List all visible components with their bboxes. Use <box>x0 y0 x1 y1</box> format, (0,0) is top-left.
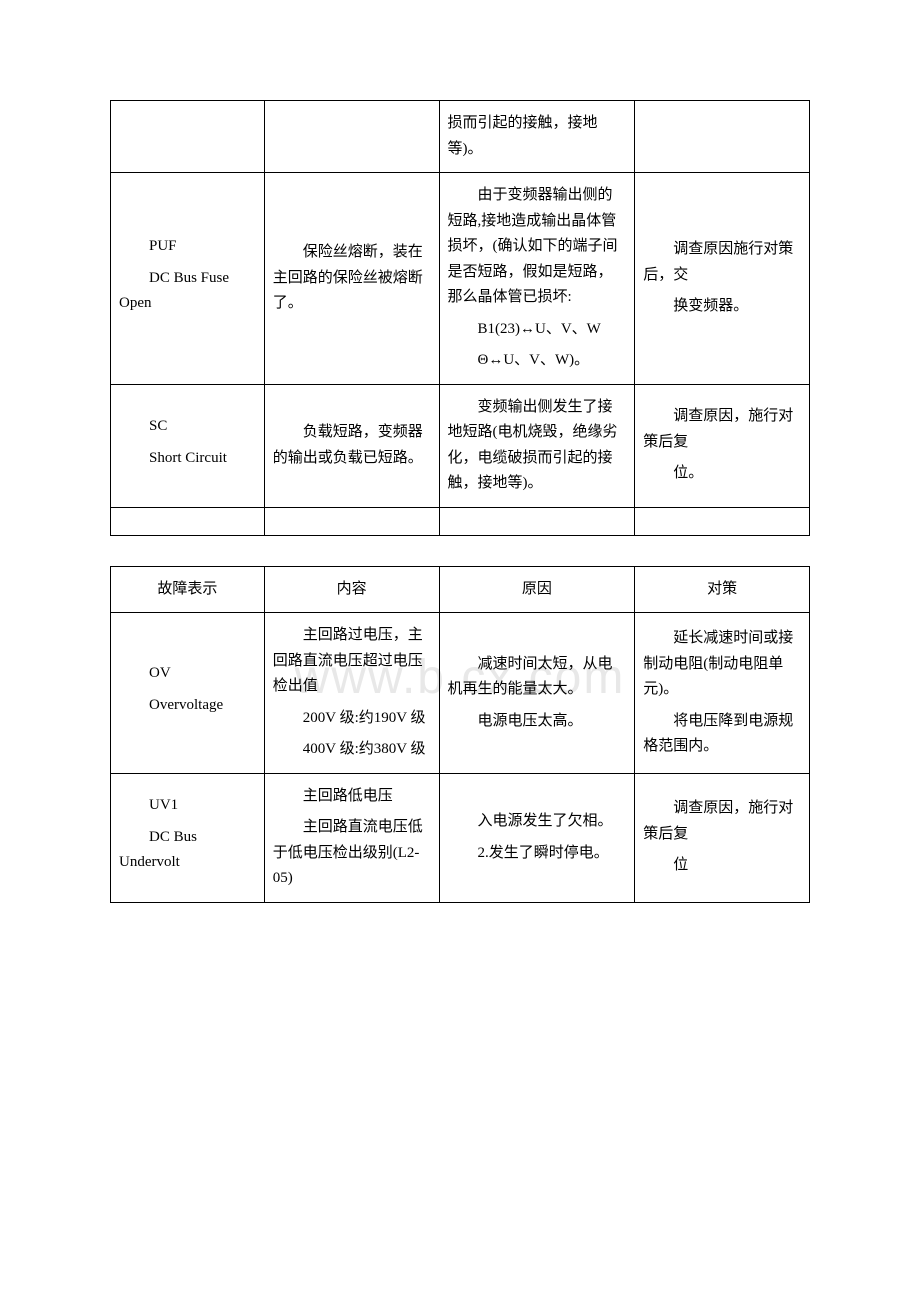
cell-fault-code: SC Short Circuit <box>111 384 265 507</box>
content-text: 主回路直流电压低于低电压检出级别(L2-05) <box>273 815 431 892</box>
cell-solution: 调查原因，施行对策后复 位。 <box>635 384 810 507</box>
solution-text: 延长减速时间或接制动电阻(制动电阻单元)。 <box>643 626 801 703</box>
cell-fault-code: OV Overvoltage <box>111 613 265 774</box>
cause-text: 2.发生了瞬时停电。 <box>448 841 627 867</box>
cell-content: 负载短路，变频器的输出或负载已短路。 <box>264 384 439 507</box>
cell-empty <box>635 507 810 535</box>
cell-solution: 调查原因施行对策后，交 换变频器。 <box>635 173 810 385</box>
content-text: 保险丝熔断，装在主回路的保险丝被熔断了。 <box>273 240 431 317</box>
cell-empty <box>439 507 635 535</box>
table-header-row: 故障表示 内容 原因 对策 <box>111 566 810 613</box>
cause-text: 变频输出侧发生了接地短路(电机烧毁，绝缘劣化，电缆破损而引起的接触，接地等)。 <box>448 395 627 497</box>
cell-cause: 损而引起的接触，接地等)。 <box>439 101 635 173</box>
solution-text: 将电压降到电源规格范围内。 <box>643 709 801 760</box>
cell-cause: 由于变频器输出侧的短路,接地造成输出晶体管损坏，(确认如下的端子间是否短路，假如… <box>439 173 635 385</box>
solution-text: 调查原因，施行对策后复 <box>643 796 801 847</box>
cause-text: B1(23)↔U、V、W <box>448 317 627 343</box>
header-solution: 对策 <box>635 566 810 613</box>
fault-code-desc: DC Bus Fuse Open <box>119 266 256 317</box>
table-row: 损而引起的接触，接地等)。 <box>111 101 810 173</box>
cell-content: 主回路过电压，主回路直流电压超过电压检出值 200V 级:约190V 级 400… <box>264 613 439 774</box>
fault-code-desc: Overvoltage <box>119 693 256 719</box>
fault-code-label: UV1 <box>119 793 256 819</box>
solution-text: 调查原因，施行对策后复 <box>643 404 801 455</box>
solution-text: 调查原因施行对策后，交 <box>643 237 801 288</box>
content-text: 400V 级:约380V 级 <box>273 737 431 763</box>
solution-text: 位。 <box>643 461 801 487</box>
solution-text: 位 <box>643 853 801 879</box>
cell-empty <box>264 507 439 535</box>
content-text: 负载短路，变频器的输出或负载已短路。 <box>273 420 431 471</box>
cell-cause: 减速时间太短，从电机再生的能量太大。 电源电压太高。 <box>439 613 635 774</box>
cell-fault-code: PUF DC Bus Fuse Open <box>111 173 265 385</box>
table-row: UV1 DC Bus Undervolt 主回路低电压 主回路直流电压低于低电压… <box>111 773 810 902</box>
cause-text: 减速时间太短，从电机再生的能量太大。 <box>448 652 627 703</box>
solution-text: 换变频器。 <box>643 294 801 320</box>
fault-table-2: 故障表示 内容 原因 对策 OV Overvoltage 主回路过电压，主回路直… <box>110 566 810 903</box>
table-row: PUF DC Bus Fuse Open 保险丝熔断，装在主回路的保险丝被熔断了… <box>111 173 810 385</box>
cell-solution: 延长减速时间或接制动电阻(制动电阻单元)。 将电压降到电源规格范围内。 <box>635 613 810 774</box>
table-row: OV Overvoltage 主回路过电压，主回路直流电压超过电压检出值 200… <box>111 613 810 774</box>
cell-content <box>264 101 439 173</box>
header-content: 内容 <box>264 566 439 613</box>
cause-text: 由于变频器输出侧的短路,接地造成输出晶体管损坏，(确认如下的端子间是否短路，假如… <box>448 183 627 311</box>
fault-code-label: SC <box>119 414 256 440</box>
content-text: 主回路过电压，主回路直流电压超过电压检出值 <box>273 623 431 700</box>
fault-table-1: 损而引起的接触，接地等)。 PUF DC Bus Fuse Open 保险丝熔断… <box>110 100 810 536</box>
fault-code-label: PUF <box>119 234 256 260</box>
cell-content: 主回路低电压 主回路直流电压低于低电压检出级别(L2-05) <box>264 773 439 902</box>
cell-content: 保险丝熔断，装在主回路的保险丝被熔断了。 <box>264 173 439 385</box>
table-row: SC Short Circuit 负载短路，变频器的输出或负载已短路。 变频输出… <box>111 384 810 507</box>
page-content: 损而引起的接触，接地等)。 PUF DC Bus Fuse Open 保险丝熔断… <box>110 100 810 903</box>
header-cause: 原因 <box>439 566 635 613</box>
cell-cause: 入电源发生了欠相。 2.发生了瞬时停电。 <box>439 773 635 902</box>
header-fault-code: 故障表示 <box>111 566 265 613</box>
fault-code-label: OV <box>119 661 256 687</box>
cause-text: Θ↔U、V、W)。 <box>448 348 627 374</box>
fault-code-desc: DC Bus Undervolt <box>119 825 256 876</box>
cause-text: 电源电压太高。 <box>448 709 627 735</box>
cell-solution <box>635 101 810 173</box>
content-text: 主回路低电压 <box>273 784 431 810</box>
cell-fault-code <box>111 101 265 173</box>
cause-text: 入电源发生了欠相。 <box>448 809 627 835</box>
fault-code-desc: Short Circuit <box>119 446 256 472</box>
table-row-empty <box>111 507 810 535</box>
cell-fault-code: UV1 DC Bus Undervolt <box>111 773 265 902</box>
cell-solution: 调查原因，施行对策后复 位 <box>635 773 810 902</box>
cell-cause: 变频输出侧发生了接地短路(电机烧毁，绝缘劣化，电缆破损而引起的接触，接地等)。 <box>439 384 635 507</box>
cell-empty <box>111 507 265 535</box>
content-text: 200V 级:约190V 级 <box>273 706 431 732</box>
